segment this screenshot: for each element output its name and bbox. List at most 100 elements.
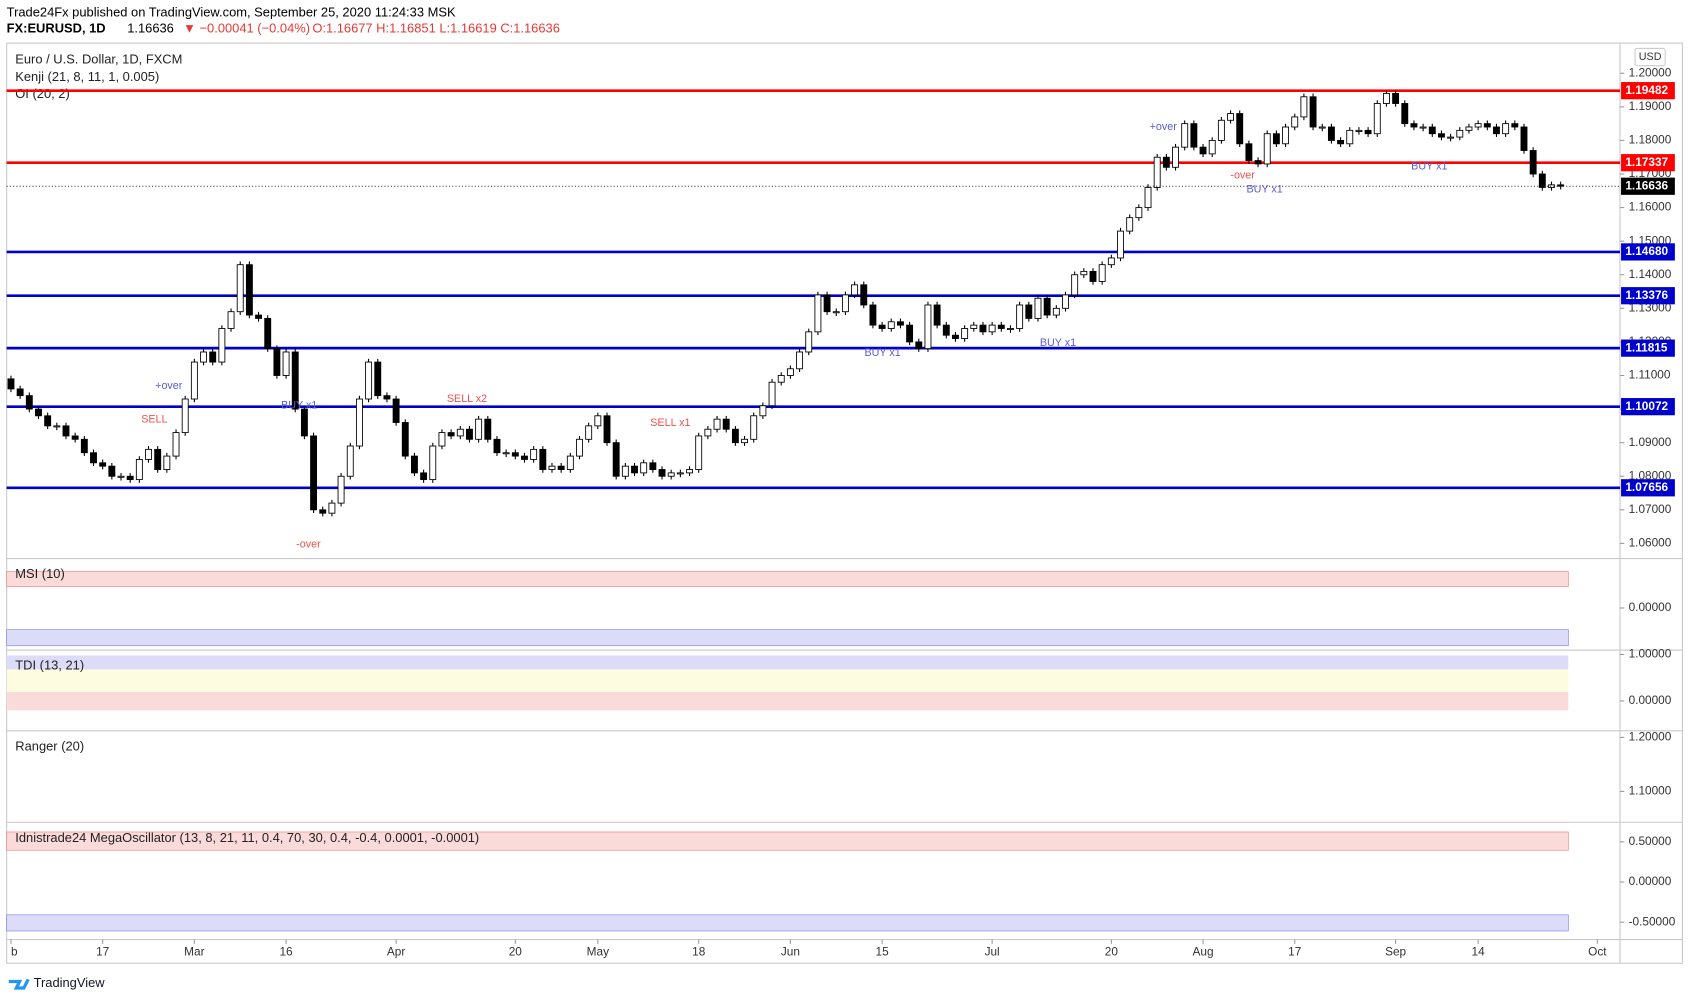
candle [502,452,510,455]
candle [603,415,611,444]
candle [420,472,428,481]
candle [1043,297,1051,316]
y-tick-label: 1.09000 [1629,435,1672,449]
candle [1337,140,1345,145]
candle [1190,123,1198,148]
candle [1511,123,1519,128]
candle [942,324,950,336]
candle [1529,150,1537,175]
candle [410,455,418,474]
x-tick-label: 16 [279,945,293,959]
candle [264,317,272,350]
candle [548,465,556,470]
candle [1456,129,1464,138]
candle [1419,126,1427,129]
candle [1071,274,1079,296]
pane-title: TDI (13, 21) [15,658,84,673]
annotation: +over [1150,121,1178,133]
candle [896,321,904,326]
candle [906,324,914,343]
candle [1373,103,1381,135]
candle [346,445,354,477]
candle [190,361,198,400]
candle [44,415,52,427]
last-price-tag [1621,177,1675,195]
pane-title: Ranger (20) [15,738,84,753]
candle [53,425,61,428]
level-label: 1.11815 [1625,340,1668,354]
logo[interactable] [8,978,30,990]
y-tick-label: 1.18000 [1629,133,1672,147]
candle [731,428,739,444]
candle [823,294,831,313]
tdi-upper-band [6,655,1569,670]
candle [135,459,143,481]
x-tick-label: May [587,945,609,959]
candle [594,415,602,427]
y-tick-label: 1.11000 [1629,368,1671,382]
candle [218,328,226,363]
candle [722,418,730,430]
candle [1410,123,1418,128]
candle [1447,136,1455,139]
candle [1309,96,1317,128]
candle [539,448,547,470]
candle [209,351,217,363]
candle [1493,126,1500,135]
candle [686,469,693,474]
candle [365,361,373,400]
candle [71,435,79,440]
candle [291,351,299,410]
y-tick-label: 1.19000 [1629,99,1672,113]
x-tick-label: 20 [1105,945,1119,959]
candle [713,418,721,430]
candle [1236,113,1244,145]
candle [530,448,538,460]
y-tick-label: 0.00000 [1629,693,1672,707]
candle [1364,129,1372,135]
y-tick-label: 1.00000 [1629,647,1672,661]
level-tag [1621,243,1675,261]
currency[interactable]: USD [1639,51,1662,63]
candle [1117,230,1124,259]
y-tick-label: 0.00000 [1629,874,1672,888]
annotation: -over [1230,169,1255,181]
level-tag [1621,339,1675,357]
msi-lower-band [6,629,1569,647]
y-tick-label: 0.50000 [1629,834,1672,848]
candle [90,452,97,464]
indicator-label: OI (20, 2) [15,86,70,101]
indicator-label: Kenji (21, 8, 11, 1, 0.005) [15,69,159,84]
candle [1502,123,1510,135]
annotation: BUY x1 [281,400,317,412]
candle [887,321,895,329]
candle [1263,133,1271,165]
candle [805,331,813,353]
chart-frame [6,42,1683,964]
y-tick-label: 1.08000 [1629,468,1672,482]
level-tag [1621,154,1675,172]
candle [612,442,620,477]
level-label: 1.10072 [1625,399,1668,413]
brand[interactable]: TradingView [34,975,106,990]
candle [1135,207,1143,219]
candle [1153,156,1161,188]
annotation: SELL x1 [650,417,690,429]
candle [796,351,804,370]
candle [511,452,519,457]
candle [163,455,171,470]
tdi-mid-band [6,669,1569,693]
candle [1016,304,1024,329]
annotation: SELL [141,414,167,426]
candle [7,378,15,390]
x-tick-label: 17 [1288,945,1301,959]
candle [35,408,42,417]
candle [1227,113,1234,121]
candle [676,472,684,475]
candle [300,408,308,437]
candle [631,465,638,474]
candle [273,348,281,376]
currency-box[interactable] [1634,47,1666,67]
